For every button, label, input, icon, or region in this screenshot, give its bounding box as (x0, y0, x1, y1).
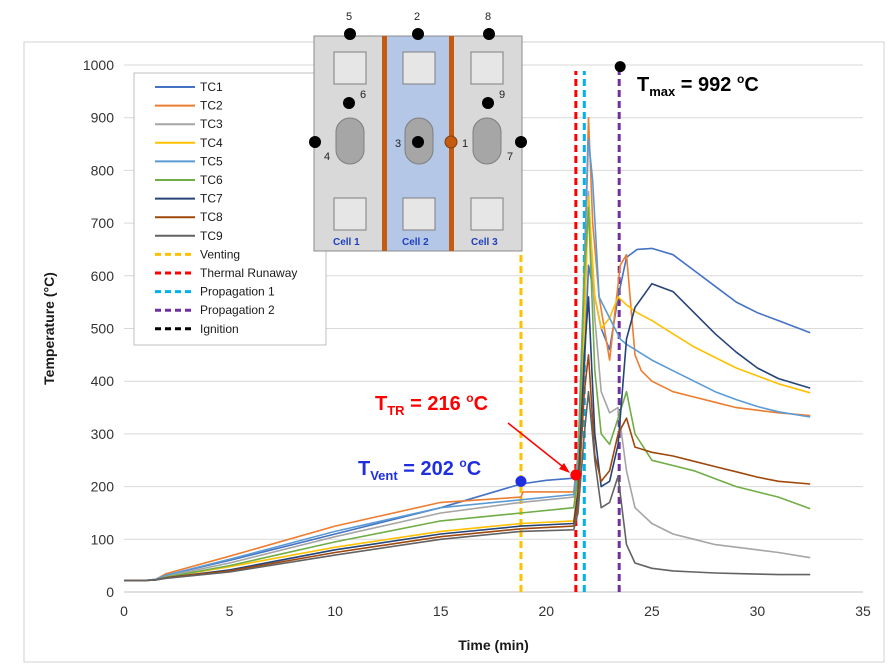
x-tick-label: 30 (750, 603, 766, 619)
legend-label: Thermal Runaway (200, 266, 297, 280)
tc-label-6: 6 (360, 89, 366, 101)
tc-label-1: 1 (462, 138, 468, 150)
tc-dot-9 (482, 97, 494, 109)
legend-label: TC6 (200, 173, 223, 187)
tc-dot-3 (412, 136, 424, 148)
x-tick-label: 35 (855, 603, 871, 619)
tc-dot-1 (444, 135, 458, 149)
y-tick-label: 900 (91, 110, 115, 126)
tc-dot-2 (412, 28, 424, 40)
series-tc3 (124, 190, 811, 582)
y-tick-label: 200 (91, 479, 115, 495)
cell-label-3: Cell 3 (471, 237, 498, 248)
thermocouple-inset: 5 2 8 6 9 4 3 1 7 Cell 1 Cell 2 Cell 3 (309, 11, 527, 252)
tc-label-5: 5 (346, 11, 352, 23)
y-tick-label: 500 (91, 321, 115, 337)
cell-label-1: Cell 1 (333, 237, 360, 248)
y-tick-label: 1000 (83, 57, 114, 73)
legend-label: Propagation 2 (200, 303, 275, 317)
tc-label-7: 7 (507, 151, 513, 163)
x-tick-label: 15 (433, 603, 449, 619)
vent-cell-2-bottom (402, 197, 436, 231)
tc-label-2: 2 (414, 11, 420, 23)
ttr-arrowhead (559, 463, 570, 473)
legend-label: Venting (200, 247, 240, 261)
tc-dot-6 (343, 97, 355, 109)
legend-label: TC8 (200, 210, 223, 224)
ttr-arrow (507, 422, 568, 471)
legend-label: Propagation 1 (200, 285, 275, 299)
tc-label-8: 8 (485, 11, 491, 23)
tc-dot-4 (309, 136, 321, 148)
legend-label: TC7 (200, 192, 223, 206)
y-tick-label: 700 (91, 215, 115, 231)
series-tc2 (124, 116, 811, 582)
axes: 0 100 200 300 400 500 600 700 800 900 1000 0 5 10 15 20… (41, 57, 871, 653)
x-tick-label: 5 (226, 603, 234, 619)
terminal-cell-3 (472, 117, 502, 165)
vent-cell-1-top (333, 51, 367, 85)
x-tick-label: 25 (644, 603, 660, 619)
tc-dot-5 (344, 28, 356, 40)
y-tick-label: 300 (91, 426, 115, 442)
tmax-annotation: Tmax = 992 oC (637, 72, 759, 99)
legend-label: TC5 (200, 154, 223, 168)
vent-cell-2-top (402, 51, 436, 85)
y-tick-label: 400 (91, 373, 115, 389)
tc-label-4: 4 (324, 151, 330, 163)
vent-cell-3-top (470, 51, 504, 85)
legend-label: TC2 (200, 99, 223, 113)
x-tick-label: 10 (327, 603, 343, 619)
event-marker (570, 469, 582, 481)
legend-label: TC4 (200, 136, 223, 150)
vent-cell-3-bottom (470, 197, 504, 231)
x-tick-label: 20 (538, 603, 554, 619)
legend-label: TC9 (200, 229, 223, 243)
y-tick-label: 800 (91, 162, 115, 178)
vent-cell-1-bottom (333, 197, 367, 231)
event-marker (614, 61, 626, 73)
cell-label-2: Cell 2 (402, 237, 429, 248)
event-markers (515, 61, 626, 487)
y-tick-label: 0 (106, 584, 114, 600)
tc-dot-8 (483, 28, 495, 40)
x-tick-label: 0 (120, 603, 128, 619)
x-axis-label: Time (min) (458, 637, 529, 653)
series-tc6 (124, 206, 811, 582)
tc-label-9: 9 (499, 89, 505, 101)
legend-label: TC3 (200, 117, 223, 131)
terminal-cell-1 (335, 117, 365, 165)
series-tc5 (124, 138, 811, 582)
series-tc4 (124, 196, 811, 582)
separator-1 (382, 36, 387, 251)
ttr-annotation: TTR = 216 oC (375, 391, 488, 418)
y-tick-label: 600 (91, 268, 115, 284)
tvent-annotation: TVent = 202 oC (358, 456, 481, 483)
series-tc7 (124, 282, 811, 582)
tc-label-3: 3 (395, 138, 401, 150)
tc-dot-7 (515, 136, 527, 148)
legend: TC1 TC2 TC3 TC4 TC5 TC6 TC7 TC8 TC9 Venting Therma… (133, 72, 327, 346)
series-tc9 (124, 390, 811, 582)
series-group (124, 116, 811, 582)
legend-box (133, 72, 327, 346)
legend-label: TC1 (200, 80, 223, 94)
series-tc8 (124, 354, 811, 582)
y-axis-label: Temperature (°C) (41, 272, 57, 385)
y-tick-label: 100 (91, 531, 115, 547)
legend-label: Ignition (200, 322, 239, 336)
event-marker (515, 475, 527, 487)
